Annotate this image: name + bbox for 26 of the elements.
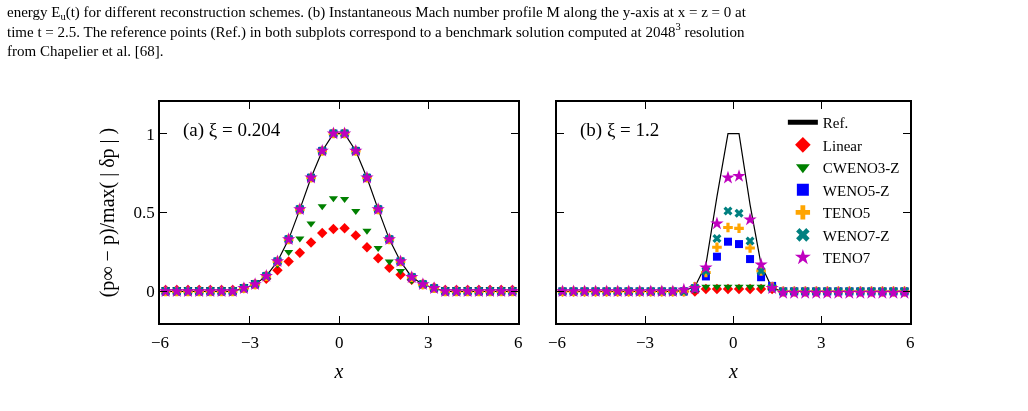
legend-label: TENO5 (822, 205, 871, 222)
annotation: (b) ξ = 1.2 (580, 119, 660, 141)
y-tick-label: 1 (146, 124, 155, 144)
x-tick-label: −6 (548, 333, 567, 352)
x-axis-title: x (333, 359, 344, 382)
legend-label: CWENO3-Z (822, 160, 900, 177)
legend-label: WENO7-Z (822, 227, 890, 244)
legend-label: Linear (822, 137, 863, 154)
x-tick-label: −3 (241, 333, 260, 352)
legend-label: Ref. (822, 115, 849, 132)
y-axis-title: (p∞ − p)/max( | δp | ) (95, 127, 119, 298)
legend-label: TENO7 (822, 250, 871, 267)
legend-label: WENO5-Z (822, 182, 890, 199)
x-tick-label: 6 (906, 333, 915, 352)
annotation: (a) ξ = 0.204 (183, 119, 281, 141)
x-tick-label: 3 (817, 333, 826, 352)
x-tick-label: 3 (424, 333, 433, 352)
x-tick-label: 6 (514, 333, 523, 352)
x-tick-label: −6 (151, 333, 170, 352)
x-tick-label: −3 (636, 333, 655, 352)
text: energy E$_{u}$(t) for different reconstruction schemes. (b) Instantaneous Mach number profile M along the y-axis at x = z = 0 at time t = 2.5. The reference points (Ref.) in both subplots correspond to a benchmark solution computed at 2048$^{3}$ resolution from Chapelier et al. [68]. (7, 4, 746, 59)
y-tick-label: 0 (146, 282, 155, 302)
y-tick-label: 0.5 (133, 203, 155, 223)
x-tick-label: 0 (729, 333, 738, 352)
x-axis-title: x (728, 359, 739, 382)
x-tick-label: 0 (335, 333, 344, 352)
